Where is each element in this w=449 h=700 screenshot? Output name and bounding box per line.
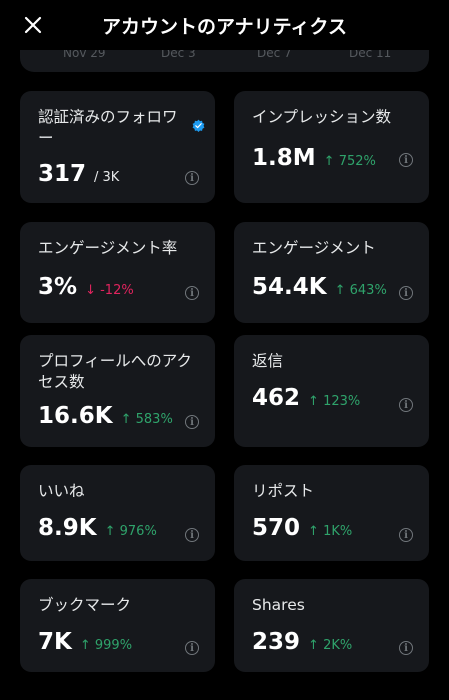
metric-value: 462 [252,385,301,411]
metric-card-replies[interactable]: 返信 462 ↑ 123% i [234,335,429,447]
metric-value: 8.9K [38,515,97,541]
metric-card-verified-followers[interactable]: 認証済みのフォロワー 317 / 3K i [20,91,215,203]
metric-value: 54.4K [252,274,327,300]
metric-value: 239 [252,629,301,655]
metric-change: ↑ 1K% [308,524,353,539]
metric-value-row: 3% ↓ -12% [38,274,134,300]
metric-value: 7K [38,629,72,655]
arrow-up-icon: ↑ [79,638,91,653]
arrow-up-icon: ↑ [334,283,346,298]
metric-card-profile-visits[interactable]: プロフィールへのアクセス数 16.6K ↑ 583% i [20,335,215,447]
metric-value-row: 462 ↑ 123% [252,385,360,411]
arrow-down-icon: ↓ [85,283,96,298]
metric-change: ↑ 2K% [308,638,353,653]
info-icon[interactable]: i [185,528,199,542]
metric-value-row: 54.4K ↑ 643% [252,274,387,300]
metric-change: ↓ -12% [85,283,134,298]
metric-card-impressions[interactable]: インプレッション数 1.8M ↑ 752% i [234,91,429,203]
info-icon[interactable]: i [185,171,199,185]
info-icon[interactable]: i [185,415,199,429]
page-title: アカウントのアナリティクス [102,16,347,38]
metric-card-likes[interactable]: いいね 8.9K ↑ 976% i [20,465,215,561]
metric-value-row: 317 / 3K [38,161,119,187]
verified-badge-icon [192,119,205,132]
close-button[interactable] [20,12,46,38]
info-icon[interactable]: i [185,286,199,300]
metric-change: ↑ 583% [120,412,173,427]
metric-total: / 3K [94,170,120,185]
metric-label: いいね [38,482,85,500]
info-icon[interactable]: i [399,398,413,412]
arrow-up-icon: ↑ [308,394,319,409]
metric-label: リポスト [252,482,315,500]
arrow-up-icon: ↑ [323,154,335,169]
info-icon[interactable]: i [399,153,413,167]
metric-card-engagements[interactable]: エンゲージメント 54.4K ↑ 643% i [234,222,429,323]
metric-value-row: 239 ↑ 2K% [252,629,352,655]
metric-label: インプレッション数 [252,108,392,126]
metric-value: 16.6K [38,403,113,429]
metric-card-reposts[interactable]: リポスト 570 ↑ 1K% i [234,465,429,561]
metric-change: ↑ 999% [79,638,133,653]
metric-label: プロフィールへのアクセス数 [38,352,192,391]
metric-value: 317 [38,161,87,187]
metric-value-row: 1.8M ↑ 752% [252,145,376,171]
header-bar: アカウントのアナリティクス [0,0,449,50]
arrow-up-icon: ↑ [308,638,319,653]
metric-label: 認証済みのフォロワー [38,108,178,147]
metric-label: 返信 [252,352,284,370]
metric-value-row: 7K ↑ 999% [38,629,132,655]
info-icon[interactable]: i [399,641,413,655]
metric-change: ↑ 976% [104,524,157,539]
metric-value-row: 570 ↑ 1K% [252,515,352,541]
metric-value-row: 8.9K ↑ 976% [38,515,157,541]
metric-label: ブックマーク [38,596,132,614]
metric-change: ↑ 123% [308,394,361,409]
metric-label: エンゲージメント [252,239,376,257]
metric-card-shares[interactable]: Shares 239 ↑ 2K% i [234,579,429,672]
metric-label: エンゲージメント率 [38,239,178,257]
metric-value: 1.8M [252,145,316,171]
arrow-up-icon: ↑ [104,524,116,539]
close-icon [24,16,42,34]
metric-label: Shares [252,596,305,614]
metric-value: 3% [38,274,78,300]
metric-card-engagement-rate[interactable]: エンゲージメント率 3% ↓ -12% i [20,222,215,323]
info-icon[interactable]: i [399,286,413,300]
metric-value-row: 16.6K ↑ 583% [38,403,173,429]
metric-card-bookmarks[interactable]: ブックマーク 7K ↑ 999% i [20,579,215,672]
info-icon[interactable]: i [185,641,199,655]
arrow-up-icon: ↑ [308,524,319,539]
metric-change: ↑ 752% [323,154,376,169]
metric-value: 570 [252,515,301,541]
info-icon[interactable]: i [399,528,413,542]
metric-change: ↑ 643% [334,283,387,298]
arrow-up-icon: ↑ [120,412,132,427]
